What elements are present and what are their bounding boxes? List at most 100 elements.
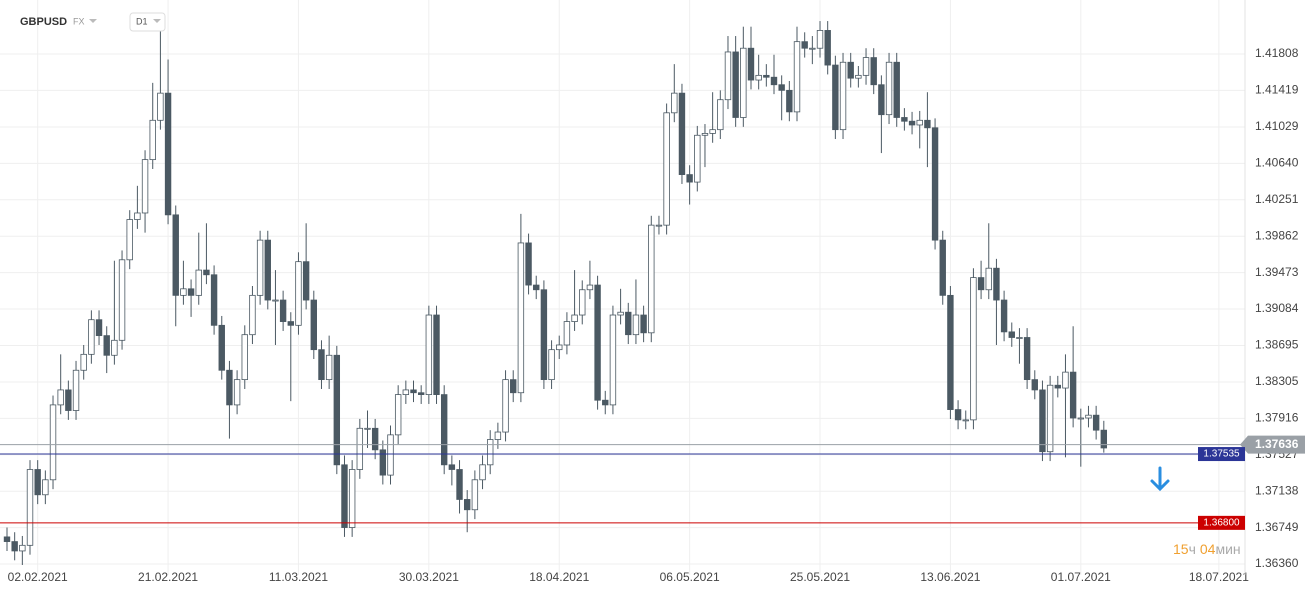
candle-body bbox=[763, 74, 770, 78]
candle-body bbox=[157, 92, 164, 121]
candle-body bbox=[510, 379, 517, 394]
candle-body bbox=[801, 41, 808, 49]
y-tick-label: 1.39473 bbox=[1255, 265, 1299, 279]
x-tick-label: 21.02.2021 bbox=[138, 570, 198, 584]
candle-body bbox=[855, 74, 862, 79]
y-tick-label: 1.41808 bbox=[1255, 46, 1299, 60]
candle-body bbox=[640, 314, 647, 334]
dropdown-icon[interactable] bbox=[153, 19, 161, 23]
symbol[interactable]: GBPUSD bbox=[20, 16, 67, 28]
candle-body bbox=[962, 419, 969, 422]
timer-hours: 15 bbox=[1173, 541, 1189, 557]
candle-body bbox=[1085, 414, 1092, 419]
x-tick-label: 11.03.2021 bbox=[269, 570, 328, 584]
candle-body bbox=[11, 541, 18, 552]
candle-body bbox=[233, 379, 241, 406]
candle-body bbox=[686, 174, 693, 183]
candle-body bbox=[878, 84, 885, 116]
candle-body bbox=[149, 119, 156, 161]
candle-body bbox=[279, 299, 287, 322]
candle-body bbox=[832, 64, 839, 131]
candle-body bbox=[671, 92, 678, 114]
candle-body bbox=[740, 47, 747, 118]
candle-body bbox=[256, 239, 264, 296]
candle-body bbox=[141, 159, 149, 214]
candle-body bbox=[287, 321, 294, 326]
candle-body bbox=[325, 354, 333, 381]
candle-body bbox=[517, 242, 525, 394]
candle-body bbox=[648, 224, 655, 334]
candle-body bbox=[1062, 371, 1069, 389]
candle-body bbox=[732, 51, 739, 118]
candle-body bbox=[42, 479, 49, 496]
candle-body bbox=[1016, 337, 1023, 339]
candle-body bbox=[65, 389, 72, 411]
candle-body bbox=[172, 214, 179, 296]
overlay: 1.37636 1.37535 1.36800 bbox=[0, 435, 1305, 530]
candle-body bbox=[1100, 429, 1108, 449]
candle-body bbox=[1092, 414, 1100, 431]
candle-body bbox=[318, 349, 325, 381]
candle-body bbox=[3, 536, 11, 542]
x-tick-label: 18.04.2021 bbox=[529, 570, 589, 584]
candle-body bbox=[862, 57, 870, 76]
timer-minutes: 04 bbox=[1200, 541, 1216, 557]
y-tick-label: 1.37916 bbox=[1255, 411, 1299, 425]
dropdown-icon[interactable] bbox=[89, 19, 97, 23]
candle-body bbox=[709, 129, 716, 134]
y-tick-label: 1.36360 bbox=[1255, 556, 1299, 570]
candle-body bbox=[264, 239, 271, 301]
market: FX bbox=[73, 16, 85, 26]
candle-body bbox=[931, 127, 939, 241]
candle-body bbox=[95, 319, 103, 337]
candle-body bbox=[310, 299, 317, 351]
candle-body bbox=[916, 119, 923, 126]
candle-body bbox=[1077, 417, 1084, 420]
y-tick-label: 1.40640 bbox=[1255, 156, 1299, 170]
timeframe[interactable]: D1 bbox=[136, 16, 148, 26]
candle-body bbox=[694, 134, 701, 183]
candle-body bbox=[839, 61, 847, 131]
candle-body bbox=[1031, 379, 1038, 391]
candle-body bbox=[556, 344, 563, 351]
candle-body bbox=[1069, 371, 1077, 419]
y-tick-label: 1.41029 bbox=[1255, 119, 1299, 133]
candle-body bbox=[548, 349, 555, 381]
candle-body bbox=[272, 299, 279, 302]
candle-body bbox=[394, 394, 402, 436]
candle-body bbox=[525, 242, 532, 286]
timeframe-box[interactable] bbox=[129, 12, 166, 32]
level-tag bbox=[1198, 515, 1245, 530]
candle-body bbox=[1023, 337, 1031, 381]
grid: 1.41808 1.41419 1.41029 1.40640 1.40251 1.398… bbox=[0, 0, 1299, 584]
candle-body bbox=[187, 288, 195, 296]
candle-body bbox=[678, 92, 686, 175]
candle-body bbox=[241, 334, 248, 381]
candle-body bbox=[586, 284, 594, 291]
candle-body bbox=[1046, 384, 1054, 453]
candle-body bbox=[885, 61, 893, 116]
candle-body bbox=[479, 464, 486, 481]
candle-body bbox=[970, 277, 977, 421]
level-tag-label: 1.37535 bbox=[1203, 449, 1240, 460]
candle-body bbox=[793, 41, 801, 113]
candle-body bbox=[778, 84, 785, 91]
candle-body bbox=[786, 89, 793, 113]
candle-body bbox=[893, 61, 900, 118]
candle-body bbox=[134, 212, 141, 220]
candle-body bbox=[1000, 299, 1008, 333]
timer: 15ч 04мин bbox=[1173, 541, 1241, 557]
candle-body bbox=[947, 294, 954, 410]
candle-body bbox=[632, 314, 640, 336]
candle-body bbox=[579, 289, 586, 316]
candle-body bbox=[602, 399, 609, 406]
y-tick-label: 1.36749 bbox=[1255, 520, 1299, 534]
y-tick-label: 1.38305 bbox=[1255, 374, 1299, 388]
candle-body bbox=[717, 99, 724, 131]
candle-body bbox=[847, 61, 854, 79]
timer-minutes-unit: мин bbox=[1215, 541, 1240, 557]
y-tick-label: 1.40251 bbox=[1255, 192, 1299, 206]
candle-body bbox=[402, 389, 410, 395]
candle-body bbox=[533, 284, 540, 291]
candle-body bbox=[747, 47, 755, 81]
